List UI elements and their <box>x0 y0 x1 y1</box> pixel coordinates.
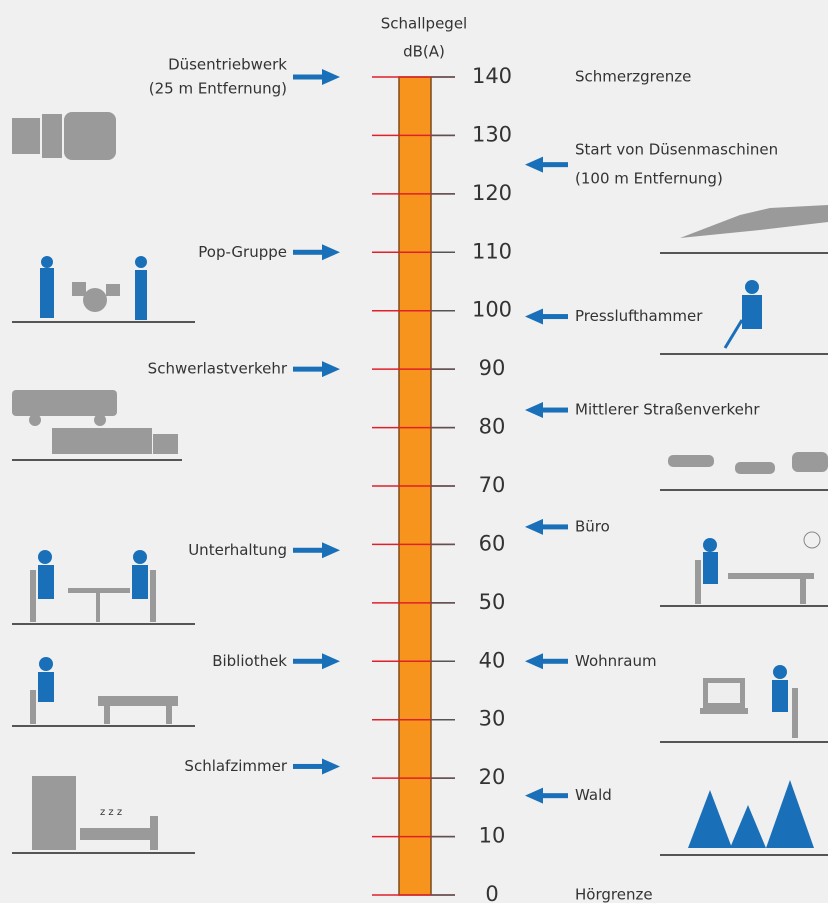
arrow-head <box>525 653 543 670</box>
arrow-head <box>525 787 543 804</box>
arrow-shaft <box>542 524 568 530</box>
arrow-head <box>322 244 340 261</box>
arrow <box>293 69 340 85</box>
tick-label: 90 <box>479 356 506 380</box>
arrow <box>293 758 340 775</box>
arrow-head <box>322 653 340 670</box>
tick-label: 140 <box>472 64 512 88</box>
illustrations: z z z <box>12 112 828 856</box>
source-label: Unterhaltung <box>188 541 287 559</box>
arrow-head <box>525 402 543 419</box>
source-label: Düsentriebwerk <box>168 56 287 74</box>
arrow <box>525 402 568 419</box>
source-label: (25 m Entfernung) <box>149 80 287 98</box>
arrow-head <box>525 518 543 535</box>
tick-label: 20 <box>479 765 506 789</box>
arrow-shaft <box>293 74 323 80</box>
tick-label: 40 <box>479 648 506 672</box>
arrow-head <box>525 156 543 173</box>
source-label: Hörgrenze <box>575 886 653 903</box>
tick-label: 30 <box>479 707 506 731</box>
arrow-head <box>525 308 543 325</box>
arrow-shaft <box>542 407 568 413</box>
arrow <box>525 308 568 325</box>
arrow-shaft <box>293 366 323 372</box>
source-label: Wohnraum <box>575 652 657 670</box>
svg-text:z z z: z z z <box>100 807 122 818</box>
arrow <box>525 787 568 804</box>
arrow-shaft <box>542 314 568 320</box>
source-label: Start von Düsenmaschinen <box>575 141 778 159</box>
arrow <box>293 542 340 559</box>
arrow <box>525 653 568 670</box>
header: Schallpegel <box>381 15 467 33</box>
tick-label: 100 <box>472 298 512 322</box>
tick-label: 80 <box>479 415 506 439</box>
source-label: Mittlerer Straßenverkehr <box>575 401 760 419</box>
source-label: Presslufthammer <box>575 307 703 325</box>
arrow-head <box>322 69 340 85</box>
arrow-shaft <box>293 658 323 664</box>
tick-label: 120 <box>472 181 512 205</box>
tick-label: 70 <box>479 473 506 497</box>
source-label: Schwerlastverkehr <box>148 360 288 378</box>
tick-label: 50 <box>479 590 506 614</box>
source-label: Bibliothek <box>212 652 287 670</box>
source-label: Schmerzgrenze <box>575 68 691 86</box>
tick-label: 110 <box>472 239 512 263</box>
arrow <box>525 156 568 173</box>
arrow-shaft <box>542 162 568 168</box>
tick-label: 130 <box>472 122 512 146</box>
tick-label: 10 <box>479 824 506 848</box>
arrow-shaft <box>293 763 323 769</box>
arrow-shaft <box>542 793 568 799</box>
arrow <box>525 518 568 535</box>
arrow <box>293 244 340 261</box>
source-label: Pop-Gruppe <box>198 243 287 261</box>
arrow-head <box>322 361 340 378</box>
arrow-shaft <box>293 547 323 553</box>
tick-label: 60 <box>479 531 506 555</box>
arrow-shaft <box>293 249 323 255</box>
source-label: Büro <box>575 517 610 535</box>
arrow-shaft <box>542 658 568 664</box>
arrow <box>293 653 340 670</box>
source-label: (100 m Entfernung) <box>575 170 723 188</box>
arrow-head <box>322 542 340 559</box>
header: dB(A) <box>403 43 445 61</box>
arrow <box>293 361 340 378</box>
source-label: Schlafzimmer <box>184 757 287 775</box>
source-label: Wald <box>575 786 612 804</box>
tick-label: 0 <box>485 882 498 903</box>
arrow-head <box>322 758 340 775</box>
